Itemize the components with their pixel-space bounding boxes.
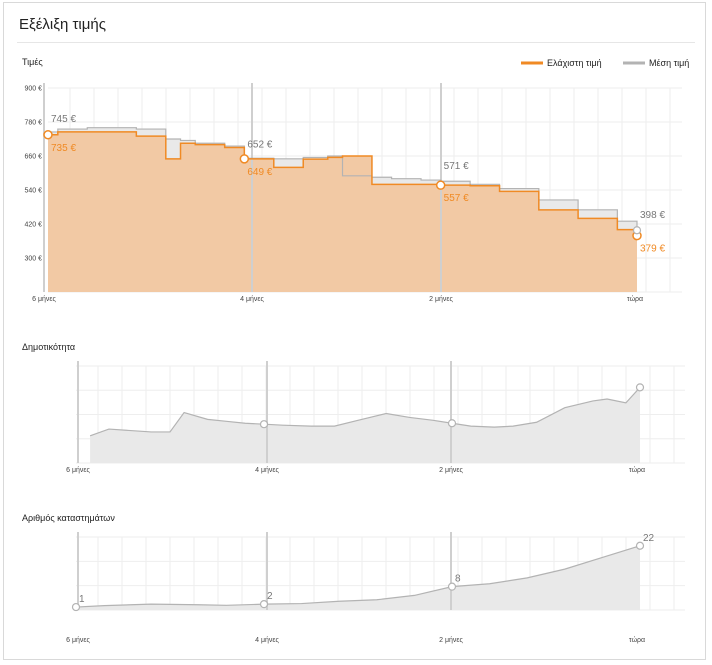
min-price-value-label: 557 € (444, 193, 469, 204)
x-tick-label: 2 μήνες (439, 637, 463, 644)
stores-marker (71, 602, 81, 612)
popularity-area (90, 387, 641, 463)
chart-title: Αριθμός καταστημάτων (22, 513, 115, 523)
stores-line (75, 545, 641, 608)
price-history-panel: Εξέλιξη τιμής (3, 2, 706, 660)
y-tick-label: 300 € (24, 256, 42, 263)
x-tick-label: 4 μήνες (255, 637, 279, 644)
stores-value-label: 8 (455, 574, 461, 585)
x-tick-label: 6 μήνες (32, 296, 56, 303)
y-tick-label: 660 € (24, 154, 42, 161)
min-price-marker (43, 130, 53, 140)
min-price-value-label: 379 € (640, 244, 665, 255)
stores-value-label: 22 (643, 533, 655, 544)
legend-label-min-price: Ελάχιστη τιμή (547, 58, 602, 68)
x-tick-label: τώρα (629, 466, 645, 474)
stores-marker (447, 582, 457, 591)
avg-price-marker (632, 226, 642, 235)
chart-title: Δημοτικότητα (22, 342, 75, 352)
popularity-line (89, 386, 641, 437)
x-tick-label: 6 μήνες (66, 467, 90, 474)
popularity-marker (447, 419, 457, 428)
min-price-area (48, 131, 637, 292)
x-tick-label: 6 μήνες (66, 637, 90, 644)
y-tick-label: 900 € (24, 86, 42, 93)
panel-title: Εξέλιξη τιμής (19, 16, 106, 33)
title-divider (17, 42, 695, 43)
avg-price-value-label: 745 € (51, 114, 76, 125)
min-price-value-label: 649 € (247, 167, 272, 178)
stores-value-label: 2 (267, 591, 273, 602)
avg-price-value-label: 398 € (640, 210, 665, 221)
avg-price-value-label: 571 € (444, 161, 469, 172)
x-tick-label: 4 μήνες (240, 296, 264, 303)
min-price-line (48, 131, 638, 236)
y-tick-label: 540 € (24, 188, 42, 195)
avg-price-line (48, 127, 638, 231)
x-tick-label: 2 μήνες (429, 296, 453, 303)
avg-price-value-label: 652 € (247, 139, 272, 150)
popularity-marker (635, 383, 645, 392)
y-tick-label: 780 € (24, 120, 42, 127)
popularity-marker (259, 420, 269, 429)
stores-marker (259, 600, 269, 609)
legend-label-avg-price: Μέση τιμή (649, 58, 689, 68)
stores-marker (635, 541, 645, 550)
y-tick-label: 420 € (24, 222, 42, 229)
min-price-value-label: 735 € (51, 143, 76, 154)
stores-value-label: 1 (79, 594, 85, 605)
x-tick-label: 2 μήνες (439, 467, 463, 474)
x-tick-label: τώρα (627, 295, 643, 303)
stores-area (76, 545, 640, 610)
min-price-marker (239, 154, 250, 164)
min-price-marker (435, 180, 446, 190)
x-tick-label: τώρα (629, 636, 645, 644)
x-tick-label: 4 μήνες (255, 467, 279, 474)
chart-title: Τιμές (22, 57, 43, 67)
